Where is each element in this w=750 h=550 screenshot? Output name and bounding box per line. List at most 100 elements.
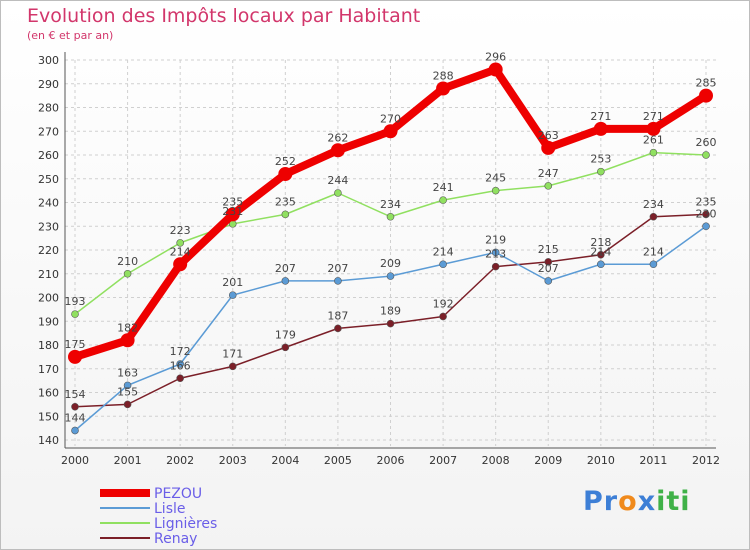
data-point bbox=[176, 239, 184, 247]
data-point bbox=[281, 277, 290, 285]
data-label: 179 bbox=[275, 328, 296, 341]
data-point bbox=[439, 312, 447, 321]
y-tick-label: 160 bbox=[38, 387, 59, 400]
data-label: 175 bbox=[65, 338, 86, 351]
legend-label: Lisle bbox=[154, 501, 186, 517]
data-label: 271 bbox=[590, 110, 611, 123]
data-label: 218 bbox=[590, 236, 611, 249]
x-tick-label: 2000 bbox=[61, 454, 89, 467]
data-point bbox=[491, 248, 500, 257]
data-label: 234 bbox=[380, 198, 401, 211]
x-tick-label: 2006 bbox=[377, 454, 405, 467]
data-point bbox=[278, 167, 293, 181]
logo-letter: t bbox=[666, 486, 681, 517]
data-point bbox=[544, 182, 553, 190]
data-label: 230 bbox=[696, 207, 717, 220]
y-tick-label: 210 bbox=[38, 268, 59, 281]
legend-label: Lignières bbox=[154, 516, 217, 532]
data-label: 163 bbox=[117, 366, 138, 379]
data-point bbox=[386, 272, 395, 280]
x-tick-label: 2011 bbox=[639, 454, 667, 467]
y-tick-label: 180 bbox=[38, 339, 59, 352]
data-point bbox=[383, 124, 398, 139]
data-label: 215 bbox=[538, 243, 559, 256]
data-point bbox=[386, 212, 395, 221]
data-point bbox=[123, 400, 132, 409]
x-tick-label: 2010 bbox=[587, 454, 615, 467]
data-label: 182 bbox=[117, 321, 138, 334]
data-point bbox=[439, 196, 447, 204]
logo-letter: x bbox=[637, 486, 657, 517]
data-point bbox=[646, 121, 661, 136]
data-point bbox=[544, 277, 553, 285]
data-point bbox=[281, 210, 290, 219]
data-label: 192 bbox=[433, 298, 454, 311]
data-label: 209 bbox=[380, 257, 401, 270]
data-label: 288 bbox=[433, 70, 454, 83]
data-label: 155 bbox=[117, 385, 138, 398]
data-label: 244 bbox=[327, 174, 348, 187]
data-label: 193 bbox=[65, 295, 86, 308]
data-label: 252 bbox=[275, 155, 296, 168]
data-label: 223 bbox=[170, 224, 191, 237]
data-label: 214 bbox=[170, 245, 191, 258]
data-label: 187 bbox=[327, 309, 348, 322]
data-label: 207 bbox=[538, 262, 559, 275]
data-point bbox=[597, 260, 605, 269]
data-point bbox=[702, 222, 710, 231]
data-label: 235 bbox=[696, 195, 717, 208]
y-tick-label: 200 bbox=[38, 292, 59, 305]
y-tick-label: 290 bbox=[38, 78, 59, 91]
data-label: 154 bbox=[65, 388, 86, 401]
y-tick-label: 260 bbox=[38, 149, 59, 162]
data-label: 171 bbox=[222, 347, 243, 360]
data-point bbox=[597, 167, 605, 176]
data-label: 207 bbox=[275, 262, 296, 275]
data-point bbox=[597, 250, 605, 259]
data-label: 219 bbox=[485, 233, 506, 246]
data-point bbox=[228, 362, 237, 371]
data-point bbox=[334, 189, 342, 197]
data-label: 214 bbox=[433, 245, 454, 258]
data-point bbox=[649, 260, 658, 269]
y-tick-label: 300 bbox=[38, 54, 59, 67]
x-tick-label: 2001 bbox=[114, 454, 142, 467]
data-label: 263 bbox=[538, 129, 559, 142]
data-point bbox=[228, 291, 237, 299]
y-tick-label: 230 bbox=[38, 220, 59, 233]
y-tick-label: 240 bbox=[38, 197, 59, 210]
chart-subtitle: (en € et par an) bbox=[27, 29, 114, 42]
data-point bbox=[702, 151, 710, 159]
x-tick-label: 2002 bbox=[166, 454, 194, 467]
data-label: 189 bbox=[380, 305, 401, 318]
data-label: 241 bbox=[433, 181, 454, 194]
data-point bbox=[544, 258, 553, 266]
data-point bbox=[699, 88, 713, 103]
y-tick-label: 190 bbox=[38, 315, 59, 328]
data-point bbox=[334, 277, 342, 285]
data-point bbox=[593, 121, 608, 136]
data-point bbox=[123, 269, 132, 278]
data-point bbox=[71, 426, 79, 435]
data-label: 210 bbox=[117, 255, 138, 268]
data-point bbox=[649, 212, 658, 221]
x-tick-label: 2004 bbox=[271, 454, 299, 467]
y-tick-label: 170 bbox=[38, 363, 59, 376]
data-point bbox=[436, 81, 451, 96]
data-label: 245 bbox=[485, 172, 506, 185]
data-label: 253 bbox=[590, 153, 611, 166]
logo-letter: i bbox=[656, 486, 667, 517]
data-point bbox=[71, 310, 79, 318]
y-tick-label: 140 bbox=[38, 434, 59, 447]
data-point bbox=[68, 349, 82, 364]
data-point bbox=[123, 381, 132, 390]
y-tick-label: 250 bbox=[38, 173, 59, 186]
data-point bbox=[176, 374, 184, 383]
data-point bbox=[702, 210, 710, 219]
data-point bbox=[225, 207, 240, 222]
x-tick-label: 2009 bbox=[534, 454, 562, 467]
data-label: 285 bbox=[696, 77, 717, 90]
data-point bbox=[176, 360, 184, 368]
data-label: 270 bbox=[380, 112, 401, 125]
